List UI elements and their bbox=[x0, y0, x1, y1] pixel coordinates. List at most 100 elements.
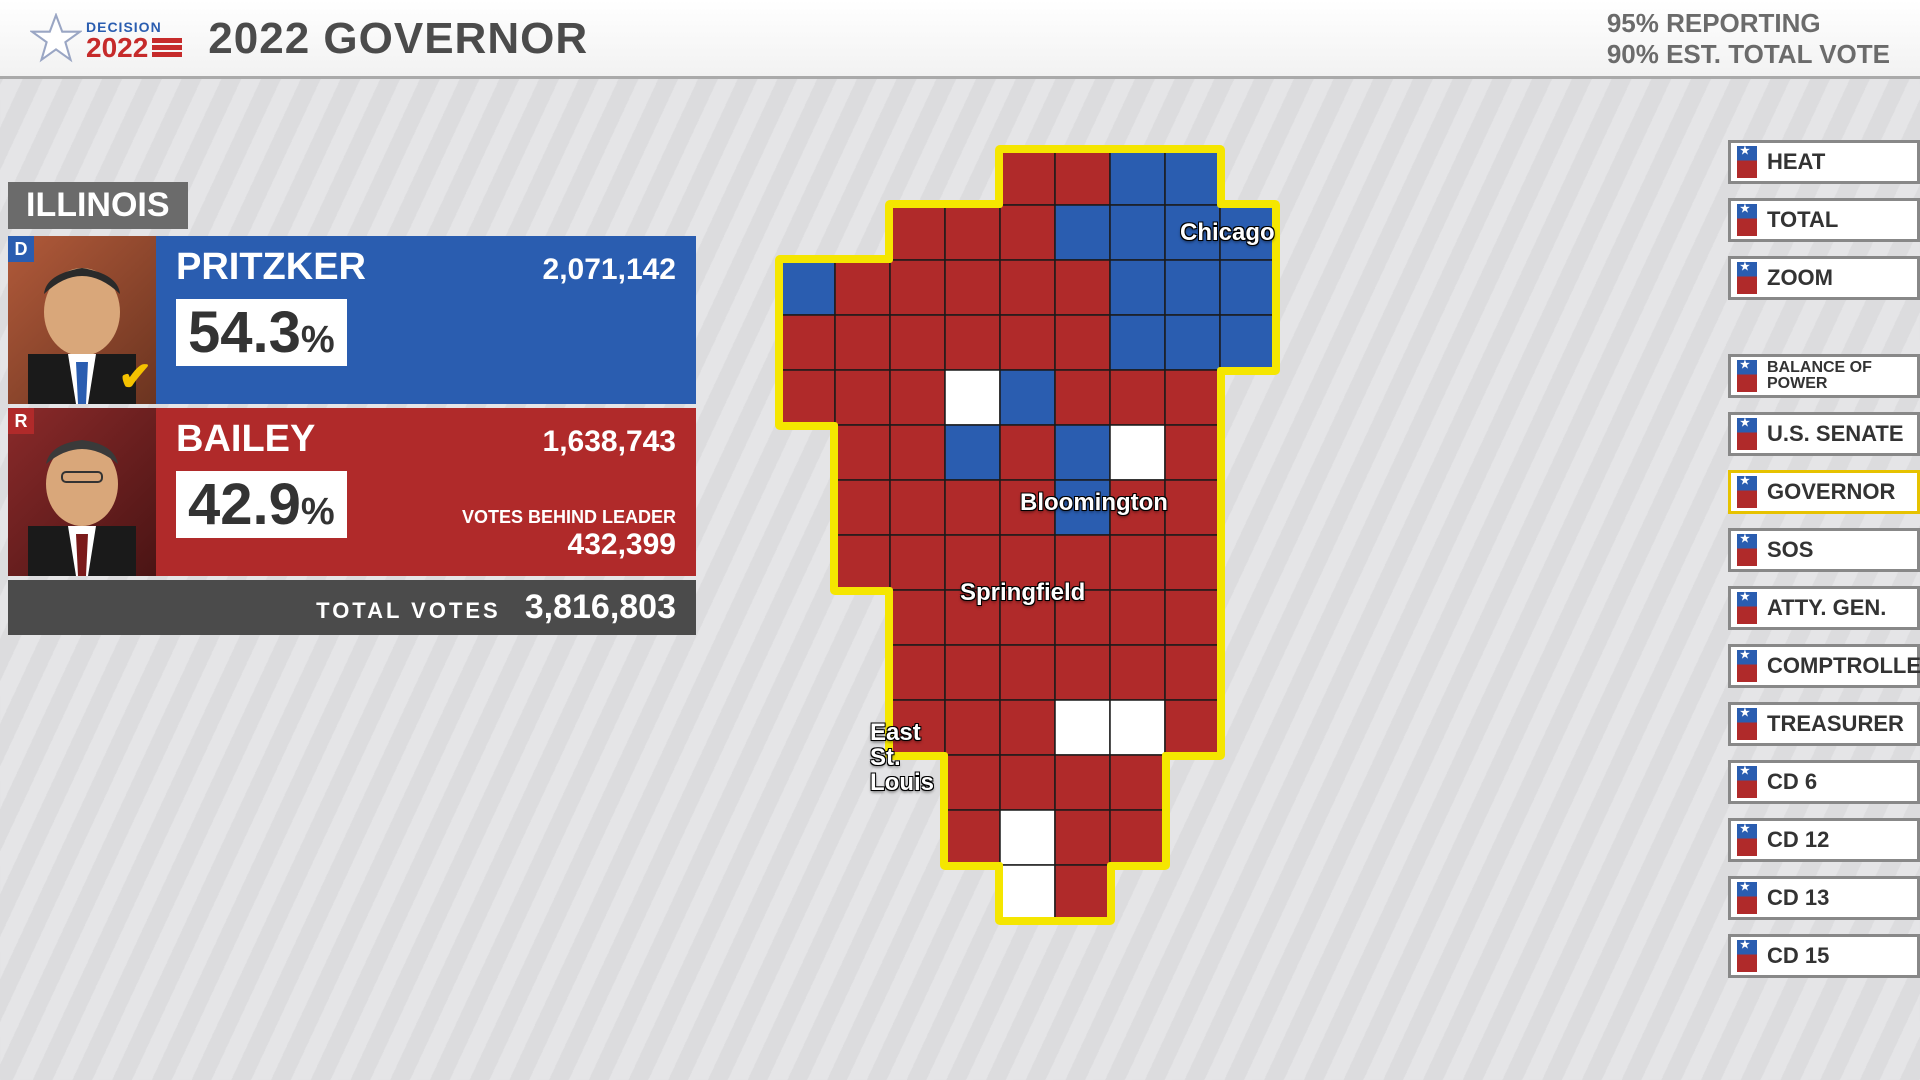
county-cell[interactable] bbox=[890, 370, 945, 425]
county-cell[interactable] bbox=[1220, 260, 1275, 315]
county-cell[interactable] bbox=[1000, 260, 1055, 315]
county-cell[interactable] bbox=[1000, 645, 1055, 700]
candidate-votes-rep: 1,638,743 bbox=[543, 425, 676, 459]
sidebar-item-heat[interactable]: HEAT bbox=[1728, 140, 1920, 184]
county-cell[interactable] bbox=[1165, 425, 1220, 480]
county-cell[interactable] bbox=[1055, 645, 1110, 700]
county-cell[interactable] bbox=[835, 315, 890, 370]
county-cell[interactable] bbox=[1055, 260, 1110, 315]
county-cell[interactable] bbox=[1000, 810, 1055, 865]
sidebar-item-cd-12[interactable]: CD 12 bbox=[1728, 818, 1920, 862]
county-cell[interactable] bbox=[1110, 535, 1165, 590]
county-cell[interactable] bbox=[890, 535, 945, 590]
sidebar-item-total[interactable]: TOTAL bbox=[1728, 198, 1920, 242]
state-county-map[interactable]: ChicagoBloomingtonSpringfieldEastSt.Loui… bbox=[740, 120, 1380, 1060]
county-cell[interactable] bbox=[1000, 205, 1055, 260]
county-cell[interactable] bbox=[1110, 370, 1165, 425]
county-cell[interactable] bbox=[1165, 370, 1220, 425]
county-cell[interactable] bbox=[1165, 480, 1220, 535]
decision-logo: DECISION 2022 bbox=[30, 13, 182, 65]
flag-icon bbox=[1737, 766, 1757, 798]
county-cell[interactable] bbox=[1055, 150, 1110, 205]
county-cell[interactable] bbox=[890, 645, 945, 700]
county-cell[interactable] bbox=[1165, 645, 1220, 700]
sidebar-item-treasurer[interactable]: TREASURER bbox=[1728, 702, 1920, 746]
sidebar-item-comptroller[interactable]: COMPTROLLER bbox=[1728, 644, 1920, 688]
county-cell[interactable] bbox=[835, 480, 890, 535]
sidebar-item-cd-15[interactable]: CD 15 bbox=[1728, 934, 1920, 978]
county-cell[interactable] bbox=[1110, 810, 1165, 865]
sidebar-item-governor[interactable]: GOVERNOR bbox=[1728, 470, 1920, 514]
flag-icon bbox=[1737, 650, 1757, 682]
sidebar-item-zoom[interactable]: ZOOM bbox=[1728, 256, 1920, 300]
sidebar-item-cd-13[interactable]: CD 13 bbox=[1728, 876, 1920, 920]
county-cell[interactable] bbox=[1165, 150, 1220, 205]
county-cell[interactable] bbox=[945, 700, 1000, 755]
county-cell[interactable] bbox=[1110, 755, 1165, 810]
county-cell[interactable] bbox=[1055, 370, 1110, 425]
county-cell[interactable] bbox=[1000, 370, 1055, 425]
county-cell[interactable] bbox=[1110, 700, 1165, 755]
portrait-placeholder-icon bbox=[8, 426, 156, 576]
county-cell[interactable] bbox=[890, 315, 945, 370]
sidebar-item-atty-gen-[interactable]: ATTY. GEN. bbox=[1728, 586, 1920, 630]
county-cell[interactable] bbox=[1055, 810, 1110, 865]
county-cell[interactable] bbox=[890, 480, 945, 535]
county-cell[interactable] bbox=[1055, 865, 1110, 920]
county-cell[interactable] bbox=[1110, 645, 1165, 700]
sidebar-item-cd-6[interactable]: CD 6 bbox=[1728, 760, 1920, 804]
county-cell[interactable] bbox=[890, 425, 945, 480]
county-cell[interactable] bbox=[1000, 150, 1055, 205]
county-cell[interactable] bbox=[945, 205, 1000, 260]
logo-flag-bars-icon bbox=[152, 36, 182, 59]
county-cell[interactable] bbox=[1110, 150, 1165, 205]
county-cell[interactable] bbox=[1110, 590, 1165, 645]
candidate-votes-dem: 2,071,142 bbox=[543, 253, 676, 287]
county-cell[interactable] bbox=[1110, 205, 1165, 260]
county-cell[interactable] bbox=[1000, 315, 1055, 370]
county-cell[interactable] bbox=[835, 370, 890, 425]
county-cell[interactable] bbox=[1165, 535, 1220, 590]
county-cell[interactable] bbox=[835, 535, 890, 590]
county-cell[interactable] bbox=[1165, 260, 1220, 315]
sidebar-item-u-s-senate[interactable]: U.S. SENATE bbox=[1728, 412, 1920, 456]
county-cell[interactable] bbox=[945, 315, 1000, 370]
county-cell[interactable] bbox=[1000, 755, 1055, 810]
county-cell[interactable] bbox=[835, 260, 890, 315]
county-cell[interactable] bbox=[1055, 315, 1110, 370]
county-cell[interactable] bbox=[1055, 425, 1110, 480]
county-cell[interactable] bbox=[945, 810, 1000, 865]
county-cell[interactable] bbox=[1000, 700, 1055, 755]
county-cell[interactable] bbox=[780, 370, 835, 425]
county-cell[interactable] bbox=[1165, 315, 1220, 370]
county-cell[interactable] bbox=[1110, 315, 1165, 370]
logo-star-icon bbox=[30, 13, 82, 65]
sidebar-item-sos[interactable]: SOS bbox=[1728, 528, 1920, 572]
county-cell[interactable] bbox=[1000, 425, 1055, 480]
county-cell[interactable] bbox=[1055, 700, 1110, 755]
reporting-line-2: 90% EST. TOTAL VOTE bbox=[1607, 39, 1890, 70]
county-cell[interactable] bbox=[780, 260, 835, 315]
county-cell[interactable] bbox=[945, 370, 1000, 425]
county-cell[interactable] bbox=[1055, 755, 1110, 810]
county-cell[interactable] bbox=[945, 755, 1000, 810]
county-cell[interactable] bbox=[1110, 425, 1165, 480]
county-cell[interactable] bbox=[780, 315, 835, 370]
county-cell[interactable] bbox=[1055, 205, 1110, 260]
county-cell[interactable] bbox=[945, 260, 1000, 315]
county-cell[interactable] bbox=[890, 260, 945, 315]
county-cell[interactable] bbox=[1000, 865, 1055, 920]
county-cell[interactable] bbox=[1165, 590, 1220, 645]
county-cell[interactable] bbox=[890, 590, 945, 645]
county-cell[interactable] bbox=[945, 645, 1000, 700]
county-cell[interactable] bbox=[1165, 700, 1220, 755]
county-cell[interactable] bbox=[890, 205, 945, 260]
county-cell[interactable] bbox=[945, 425, 1000, 480]
sidebar-item-balance-of-power[interactable]: BALANCE OF POWER bbox=[1728, 354, 1920, 398]
flag-icon bbox=[1737, 204, 1757, 236]
flag-icon bbox=[1737, 882, 1757, 914]
county-cell[interactable] bbox=[835, 425, 890, 480]
county-cell[interactable] bbox=[1220, 315, 1275, 370]
county-cell[interactable] bbox=[1110, 260, 1165, 315]
county-cell[interactable] bbox=[945, 480, 1000, 535]
